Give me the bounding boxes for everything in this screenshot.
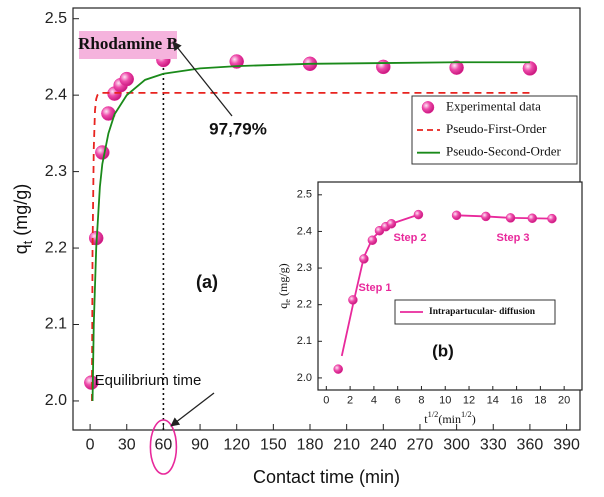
axis-label-part: t	[424, 412, 428, 426]
x-tick-label: 90	[191, 436, 209, 453]
data-point	[119, 71, 135, 87]
axis-label-part: q	[11, 244, 31, 254]
x-tick-label: 330	[480, 436, 507, 453]
y-tick-label: 2.2	[45, 239, 67, 256]
data-point	[505, 213, 516, 223]
x-tick-label: 270	[407, 436, 434, 453]
x-tick-label: 30	[118, 436, 136, 453]
x-tick-label: 150	[260, 436, 287, 453]
data-point	[229, 54, 244, 69]
axis-label-part: )	[472, 412, 476, 426]
axis-label-part: 1/2	[461, 410, 472, 419]
x-tick-label: 300	[443, 436, 470, 453]
y-tick-label: 2.3	[297, 262, 312, 274]
equilibrium-highlight	[149, 419, 178, 475]
x-tick-label: 14	[487, 394, 499, 406]
data-point	[449, 60, 464, 75]
annotation-arrow	[170, 392, 215, 427]
x-tick-label: 12	[463, 394, 475, 406]
x-tick-label: 6	[395, 394, 401, 406]
x-tick-label: 0	[323, 394, 329, 406]
x-tick-label: 2	[347, 394, 353, 406]
data-point	[527, 213, 538, 224]
annotation-arrow	[172, 41, 233, 117]
x-tick-label: 0	[86, 436, 95, 453]
x-tick-label: 18	[534, 394, 546, 406]
x-tick-label: 20	[558, 394, 570, 406]
x-axis-label: Contact time (min)	[253, 467, 400, 487]
annotation: Step 2	[393, 232, 426, 244]
data-point	[359, 254, 369, 264]
x-tick-label: 16	[510, 394, 522, 406]
x-tick-label: 120	[223, 436, 250, 453]
inset-plot: 0 2 4 6 8 10 12 14 16 18 202.02.12.22.32.42.5t1/2(…	[276, 181, 583, 426]
axis-label-part: (min	[438, 412, 461, 426]
data-point	[481, 211, 491, 222]
legend-marker	[421, 101, 435, 114]
data-point	[451, 210, 462, 221]
legend-label: Pseudo-First-Order	[446, 121, 547, 136]
axis-label-part: (mg/g)	[276, 263, 290, 299]
data-point	[386, 218, 397, 229]
x-tick-label: 360	[517, 436, 544, 453]
annotation: Step 1	[358, 282, 391, 294]
x-tick-label: 10	[439, 394, 451, 406]
y-tick-label: 2.1	[297, 335, 312, 347]
annotation: (b)	[432, 341, 454, 360]
annotation: Equilibrium time	[95, 372, 202, 389]
legend: Experimental data Pseudo-First-Order Pseud…	[411, 95, 578, 165]
data-point	[95, 145, 110, 160]
y-tick-label: 2.2	[297, 299, 312, 311]
legend-label: Experimental data	[446, 98, 541, 113]
data-point	[547, 213, 557, 224]
annotation-bg	[79, 31, 177, 59]
data-point	[376, 59, 391, 75]
plot-frame	[317, 181, 583, 391]
y-axis-label: qe (mg/g)	[276, 263, 293, 308]
data-point	[348, 295, 358, 305]
data-point	[522, 61, 538, 76]
y-axis-label: qt (mg/g)	[11, 184, 36, 255]
x-tick-label: 60	[155, 436, 173, 453]
y-tick-label: 2.0	[45, 392, 67, 409]
annotation: 97,79%	[209, 119, 267, 138]
data-point	[333, 364, 343, 374]
x-tick-label: 4	[371, 394, 377, 406]
x-tick-label: 240	[370, 436, 397, 453]
data-point	[413, 209, 424, 220]
x-tick-label: 8	[418, 394, 424, 406]
y-tick-label: 2.4	[297, 225, 312, 237]
y-tick-label: 2.3	[45, 163, 67, 180]
axis-label-part: 1/2	[428, 410, 439, 419]
fit-line	[91, 61, 530, 401]
y-tick-label: 2.0	[297, 372, 312, 384]
fit-line	[91, 91, 530, 401]
legend-label: Intrapartucular- diffusion	[429, 307, 536, 317]
annotation: Step 3	[496, 232, 529, 244]
legend: Intrapartucular- diffusion	[394, 299, 556, 325]
x-tick-label: 180	[297, 436, 324, 453]
annotation: Rhodamine B	[78, 34, 178, 53]
legend-label: Pseudo-Second-Order	[446, 144, 561, 159]
y-tick-label: 2.5	[45, 10, 67, 27]
annotation: (a)	[196, 272, 218, 292]
y-tick-label: 2.5	[297, 189, 312, 201]
x-tick-label: 210	[333, 436, 360, 453]
y-tick-label: 2.4	[45, 86, 67, 103]
axis-label-part: e	[283, 299, 292, 303]
axis-label-part: t	[21, 240, 35, 244]
x-tick-label: 390	[553, 436, 580, 453]
axis-label-part: q	[276, 303, 290, 309]
y-tick-label: 2.1	[45, 316, 67, 333]
axis-label-part: (mg/g)	[11, 184, 31, 241]
data-point	[367, 235, 378, 245]
x-axis-label: t1/2(min1/2)	[424, 410, 475, 425]
